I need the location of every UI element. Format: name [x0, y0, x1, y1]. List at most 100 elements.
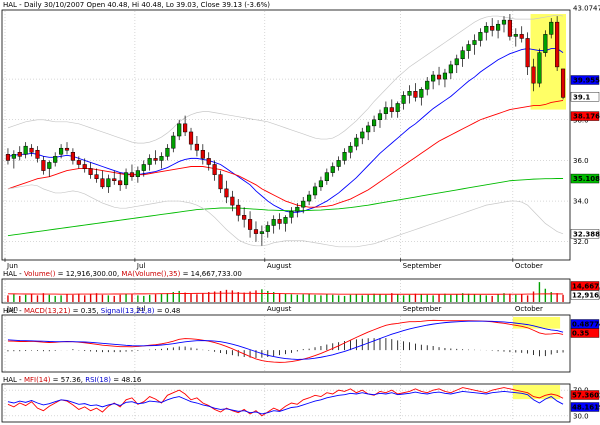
- volume-bar: [7, 295, 9, 302]
- volume-bar: [515, 294, 517, 302]
- mfi-rsi-legend-part: = 48.16: [111, 376, 142, 384]
- mfi-rsi-value-box: [570, 390, 600, 400]
- volume-x-label: Jul: [136, 305, 146, 313]
- volume-bar: [408, 294, 411, 302]
- candle-body: [543, 34, 548, 53]
- volume-bar: [225, 289, 228, 302]
- volume-lines: [7, 292, 564, 295]
- volume-bar: [373, 293, 375, 302]
- candle-body: [377, 113, 383, 121]
- candle-body: [425, 80, 430, 90]
- volume-legend-part: HAL -: [3, 270, 24, 278]
- volume-bar: [154, 294, 157, 302]
- volume-bar: [13, 294, 15, 302]
- volume-bar: [36, 295, 39, 302]
- candle-body: [366, 125, 371, 133]
- candle-body: [35, 149, 40, 159]
- volume-bar: [444, 293, 446, 302]
- volume-bar: [379, 294, 381, 302]
- candle-body: [64, 147, 70, 151]
- volume-bar: [89, 294, 92, 302]
- macd-grid: [4, 316, 514, 371]
- volume-bar: [184, 292, 186, 302]
- candle-body: [242, 215, 247, 220]
- volume-legend-part: MA(Volume(),35): [121, 270, 180, 278]
- price-value-label: 32.3883: [573, 230, 600, 238]
- volume-bar: [237, 292, 239, 302]
- candle-body: [82, 164, 87, 169]
- candle-body: [177, 123, 182, 137]
- header-low: 39.03: [176, 1, 196, 9]
- header-date: 30/10/2007: [44, 1, 84, 9]
- candle-body: [513, 34, 518, 37]
- volume-bar: [24, 294, 27, 302]
- price-tick-label: 32.0: [573, 238, 589, 246]
- candle-body: [525, 38, 530, 68]
- candle-body: [224, 188, 229, 198]
- candle-body: [23, 145, 28, 155]
- volume-bar: [479, 294, 482, 302]
- volume-bar: [202, 293, 204, 302]
- candle-body: [118, 180, 123, 186]
- volume-bar: [78, 293, 80, 302]
- macd-histogram: [7, 338, 564, 359]
- volume-bar: [196, 294, 198, 302]
- mfi-rsi-legend-part: = 57.36,: [50, 376, 85, 384]
- mfi-rsi-legend-part: RSI(18): [85, 376, 111, 384]
- volume-bars: [7, 282, 564, 302]
- volume-bar: [148, 294, 151, 302]
- volume-bar: [243, 292, 245, 302]
- volume-bar: [208, 292, 210, 302]
- macd-highlight: [512, 317, 561, 329]
- candle-body: [519, 34, 524, 39]
- mfi-rsi-legend-text: HAL - MFI(14) = 57.36, RSI(18) = 48.16: [3, 376, 142, 384]
- candle-body: [147, 158, 152, 165]
- volume-bar: [355, 294, 358, 302]
- volume-bar: [213, 291, 216, 302]
- volume-bar: [550, 292, 552, 302]
- volume-bar: [503, 293, 505, 302]
- volume-bar: [84, 295, 86, 302]
- candle-body: [501, 19, 507, 25]
- candle-body: [484, 25, 489, 33]
- macd-legend-part: = 0.48: [154, 307, 180, 315]
- candle-body: [537, 52, 542, 84]
- price-x-label: Jun: [6, 262, 18, 270]
- volume-bar: [172, 292, 174, 302]
- candle-body: [100, 178, 105, 188]
- mfi-rsi-axis: 70.030.057.360248.1619: [570, 387, 600, 420]
- volume-bar: [438, 294, 440, 302]
- volume-bar: [290, 294, 293, 302]
- candle-body: [283, 217, 288, 224]
- volume-bar: [190, 293, 192, 302]
- candle-body: [496, 23, 501, 31]
- candle-body: [29, 147, 34, 153]
- candle-body: [277, 219, 282, 224]
- macd-lines: [7, 319, 564, 363]
- candle-body: [407, 91, 412, 96]
- candle-body: [123, 172, 129, 186]
- volume-bar: [308, 293, 310, 302]
- price-value-label: 38.1768: [573, 113, 600, 121]
- volume-bar: [66, 294, 68, 302]
- volume-legend-part: = 14,667,733.00: [180, 270, 242, 278]
- volume-bar: [249, 291, 251, 302]
- volume-bar: [143, 295, 145, 302]
- candle-body: [395, 103, 400, 112]
- candle-body: [401, 95, 406, 104]
- candle-body: [336, 160, 341, 167]
- volume-bar: [349, 294, 352, 302]
- candle-body: [5, 154, 11, 161]
- candle-body: [307, 194, 312, 202]
- volume-bar: [125, 293, 127, 302]
- candle-body: [106, 178, 111, 188]
- price-value-label: 39.1: [573, 93, 590, 101]
- volume-bar: [272, 292, 275, 302]
- candle-body: [129, 172, 135, 177]
- volume-bar: [521, 294, 523, 302]
- header-high: 40.48: [141, 1, 161, 9]
- price-highlight: [530, 14, 566, 110]
- volume-bar: [402, 295, 405, 302]
- mfi-rsi-value-box: [570, 402, 600, 412]
